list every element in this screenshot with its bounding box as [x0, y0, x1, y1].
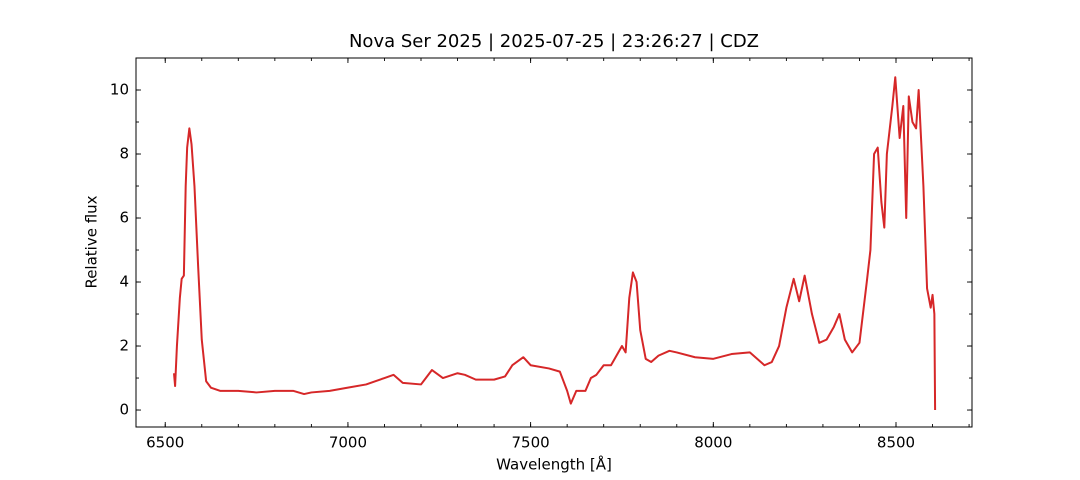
y-tick-label: 0 — [119, 401, 129, 419]
y-axis-label: Relative flux — [83, 195, 101, 288]
plot-frame — [135, 57, 973, 428]
y-tick-label: 10 — [110, 81, 129, 99]
y-tick-label: 8 — [119, 145, 129, 163]
x-tick-label: 7000 — [329, 434, 367, 452]
x-axis-label: Wavelength [Å] — [496, 455, 612, 474]
x-tick-label: 6500 — [146, 434, 184, 452]
y-tick-label: 2 — [119, 337, 129, 355]
y-tick-label: 6 — [119, 209, 129, 227]
x-tick-label: 8000 — [694, 434, 732, 452]
x-tick-label: 7500 — [512, 434, 550, 452]
spectrum-line — [173, 76, 937, 411]
x-tick-label: 8500 — [877, 434, 915, 452]
y-tick-label: 4 — [119, 273, 129, 291]
chart-title: Nova Ser 2025 | 2025-07-25 | 23:26:27 | … — [349, 31, 759, 52]
